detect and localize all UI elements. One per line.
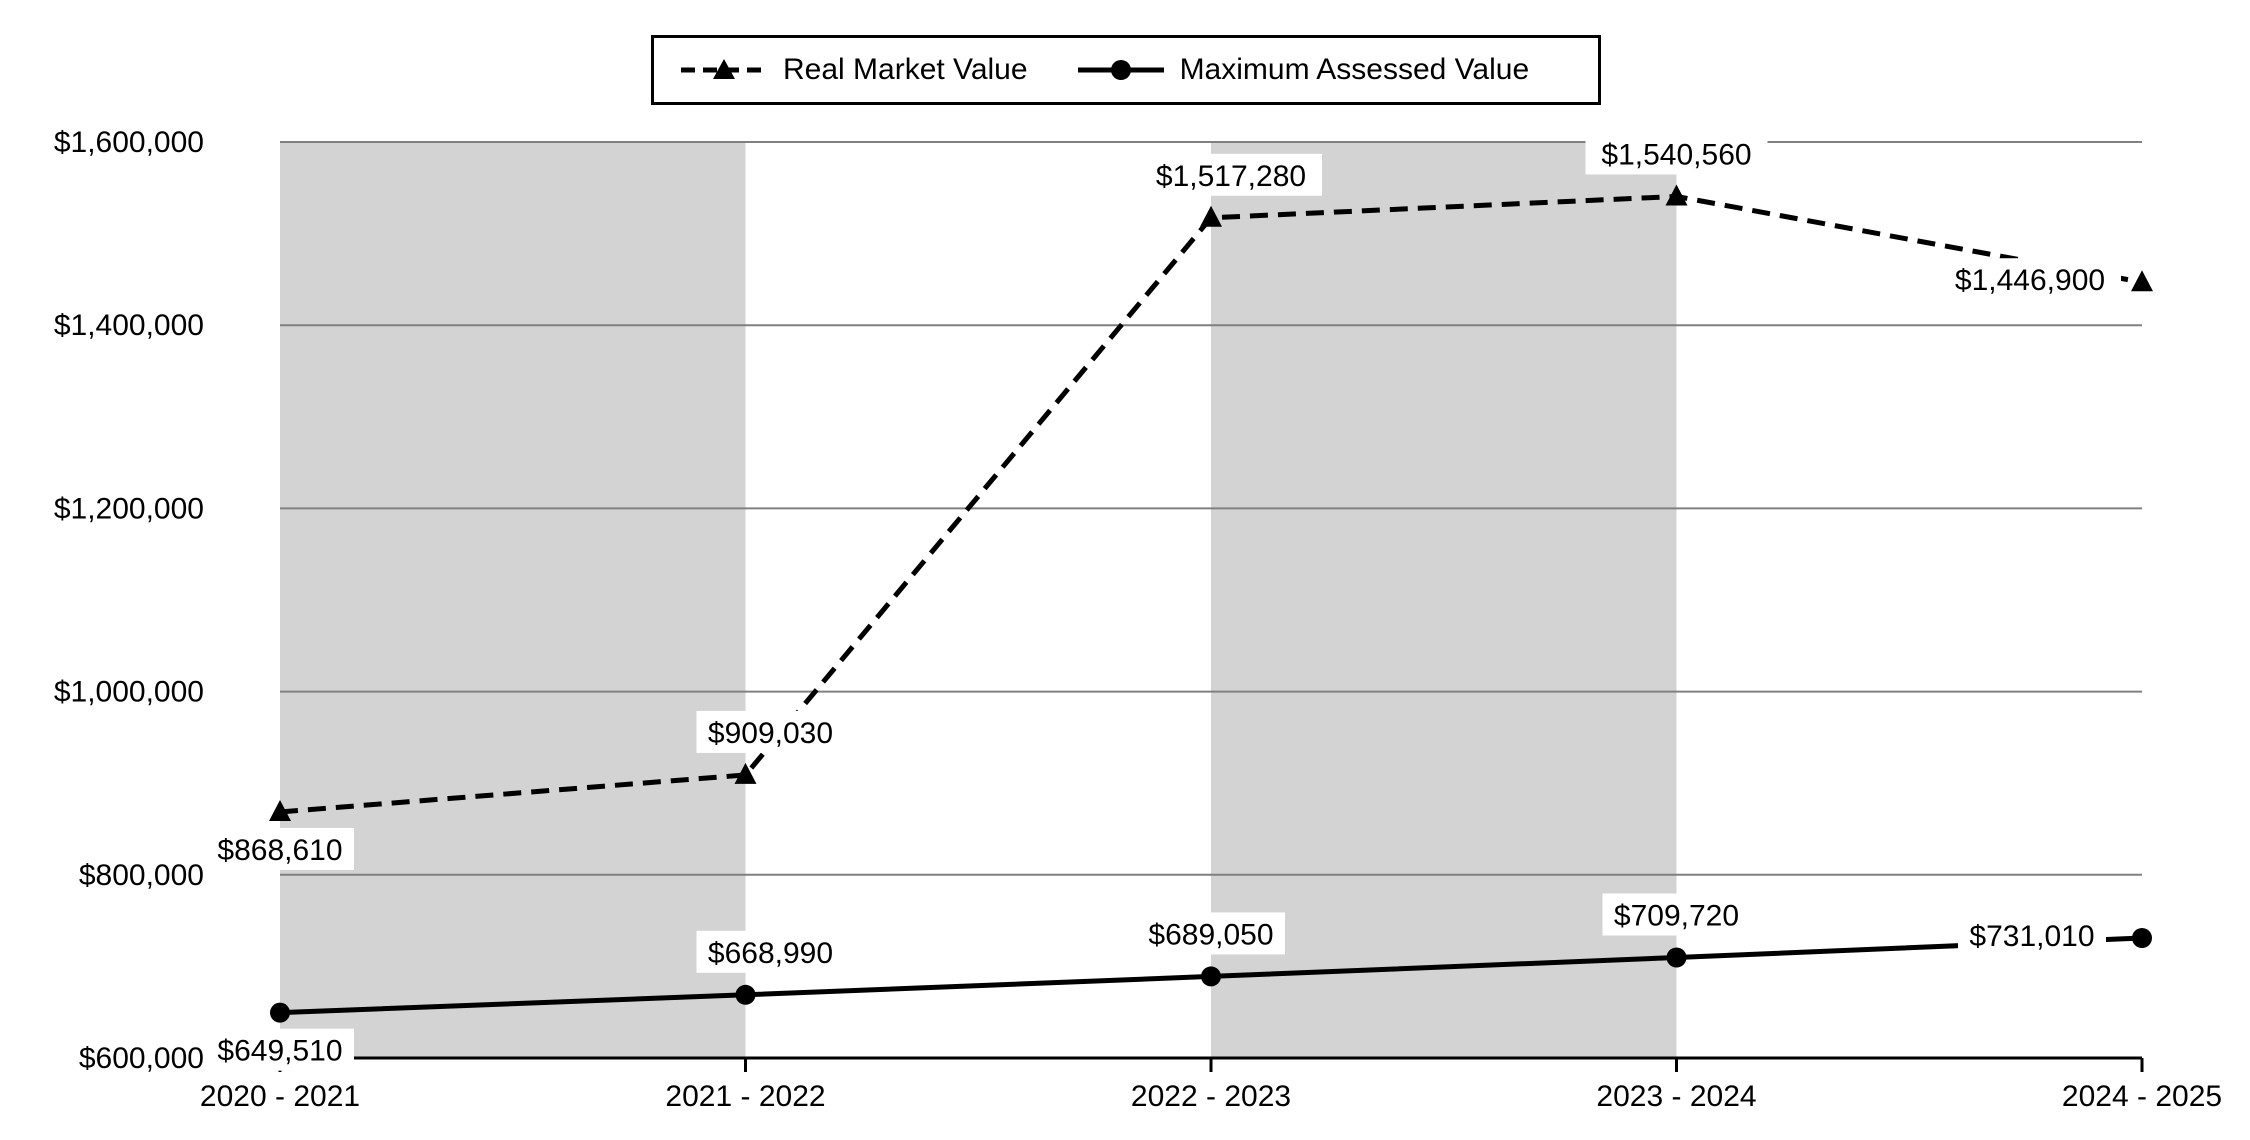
shaded-band-1 (280, 142, 746, 1058)
data-point-triangle (2131, 270, 2153, 292)
data-label: $1,517,280 (1156, 160, 1306, 193)
data-point-triangle (1665, 184, 1688, 206)
data-label-background (1958, 913, 2106, 956)
x-axis: 2020 - 2021 2021 - 2022 2022 - 2023 2023 - … (200, 1056, 2222, 1113)
data-label-background (1137, 912, 1285, 955)
data-label: $1,446,900 (1955, 264, 2105, 297)
y-tick-label: $600,000 (79, 1042, 204, 1075)
data-label-background (206, 827, 354, 870)
grid-lines (280, 141, 2142, 876)
data-label-background (696, 710, 845, 753)
data-label: $909,030 (708, 717, 833, 750)
data-label: $1,540,560 (1601, 138, 1751, 171)
data-label: $868,610 (217, 834, 342, 867)
data-point-circle (735, 984, 756, 1005)
legend-solid-circle-icon (1077, 60, 1164, 80)
data-label-background (1585, 132, 1768, 175)
data-label: $709,720 (1614, 899, 1739, 932)
data-label: $731,010 (1969, 920, 2094, 953)
x-tick-label: 2020 - 2021 (200, 1080, 360, 1113)
legend-item-real-market-value: Real Market Value (679, 53, 1028, 87)
legend-dashed-triangle-icon (681, 59, 767, 79)
data-point-triangle (734, 762, 757, 784)
y-tick-label: $1,200,000 (54, 492, 204, 525)
data-point-circle (1201, 966, 1221, 987)
legend-label-maximum-assessed-value: Maximum Assessed Value (1179, 53, 1530, 86)
data-label-background (1140, 153, 1322, 196)
y-axis-ticks: $600,000 $800,000 $1,000,000 $1,200,000 $1,4… (54, 126, 204, 1075)
legend-label-real-market-value: Real Market Value (783, 53, 1028, 86)
x-tick-label: 2023 - 2024 (1596, 1080, 1756, 1113)
y-tick-label: $1,000,000 (54, 676, 204, 709)
shaded-band-2 (1211, 142, 1677, 1058)
y-tick-label: $800,000 (79, 859, 204, 892)
data-point-circle (270, 1002, 290, 1023)
data-point-circle (1666, 947, 1687, 968)
data-label-background (696, 930, 845, 973)
data-series (269, 184, 2153, 1023)
legend-item-maximum-assessed-value: Maximum Assessed Value (1076, 53, 1530, 87)
data-label-background (1602, 893, 1751, 936)
y-tick-label: $1,400,000 (54, 309, 204, 342)
data-label-background (1939, 258, 2121, 301)
x-tick-label: 2022 - 2023 (1131, 1080, 1291, 1113)
data-label: $649,510 (217, 1035, 342, 1068)
data-point-triangle (1200, 205, 1222, 227)
x-tick-label: 2024 - 2025 (2062, 1080, 2222, 1113)
data-label: $668,990 (708, 937, 833, 970)
y-tick-label: $1,600,000 (54, 126, 204, 159)
chart-legend: Real Market Value Maximum Assessed Value (651, 35, 1601, 105)
data-label: $689,050 (1148, 918, 1273, 951)
data-label-background (206, 1028, 354, 1071)
shaded-bands (280, 142, 1677, 1058)
data-labels: $868,610 $909,030 $1,517,280 $1,540,560 $1,4… (206, 132, 2121, 1071)
data-point-triangle (269, 799, 291, 821)
x-tick-label: 2021 - 2022 (665, 1080, 825, 1113)
data-point-circle (2132, 927, 2152, 948)
